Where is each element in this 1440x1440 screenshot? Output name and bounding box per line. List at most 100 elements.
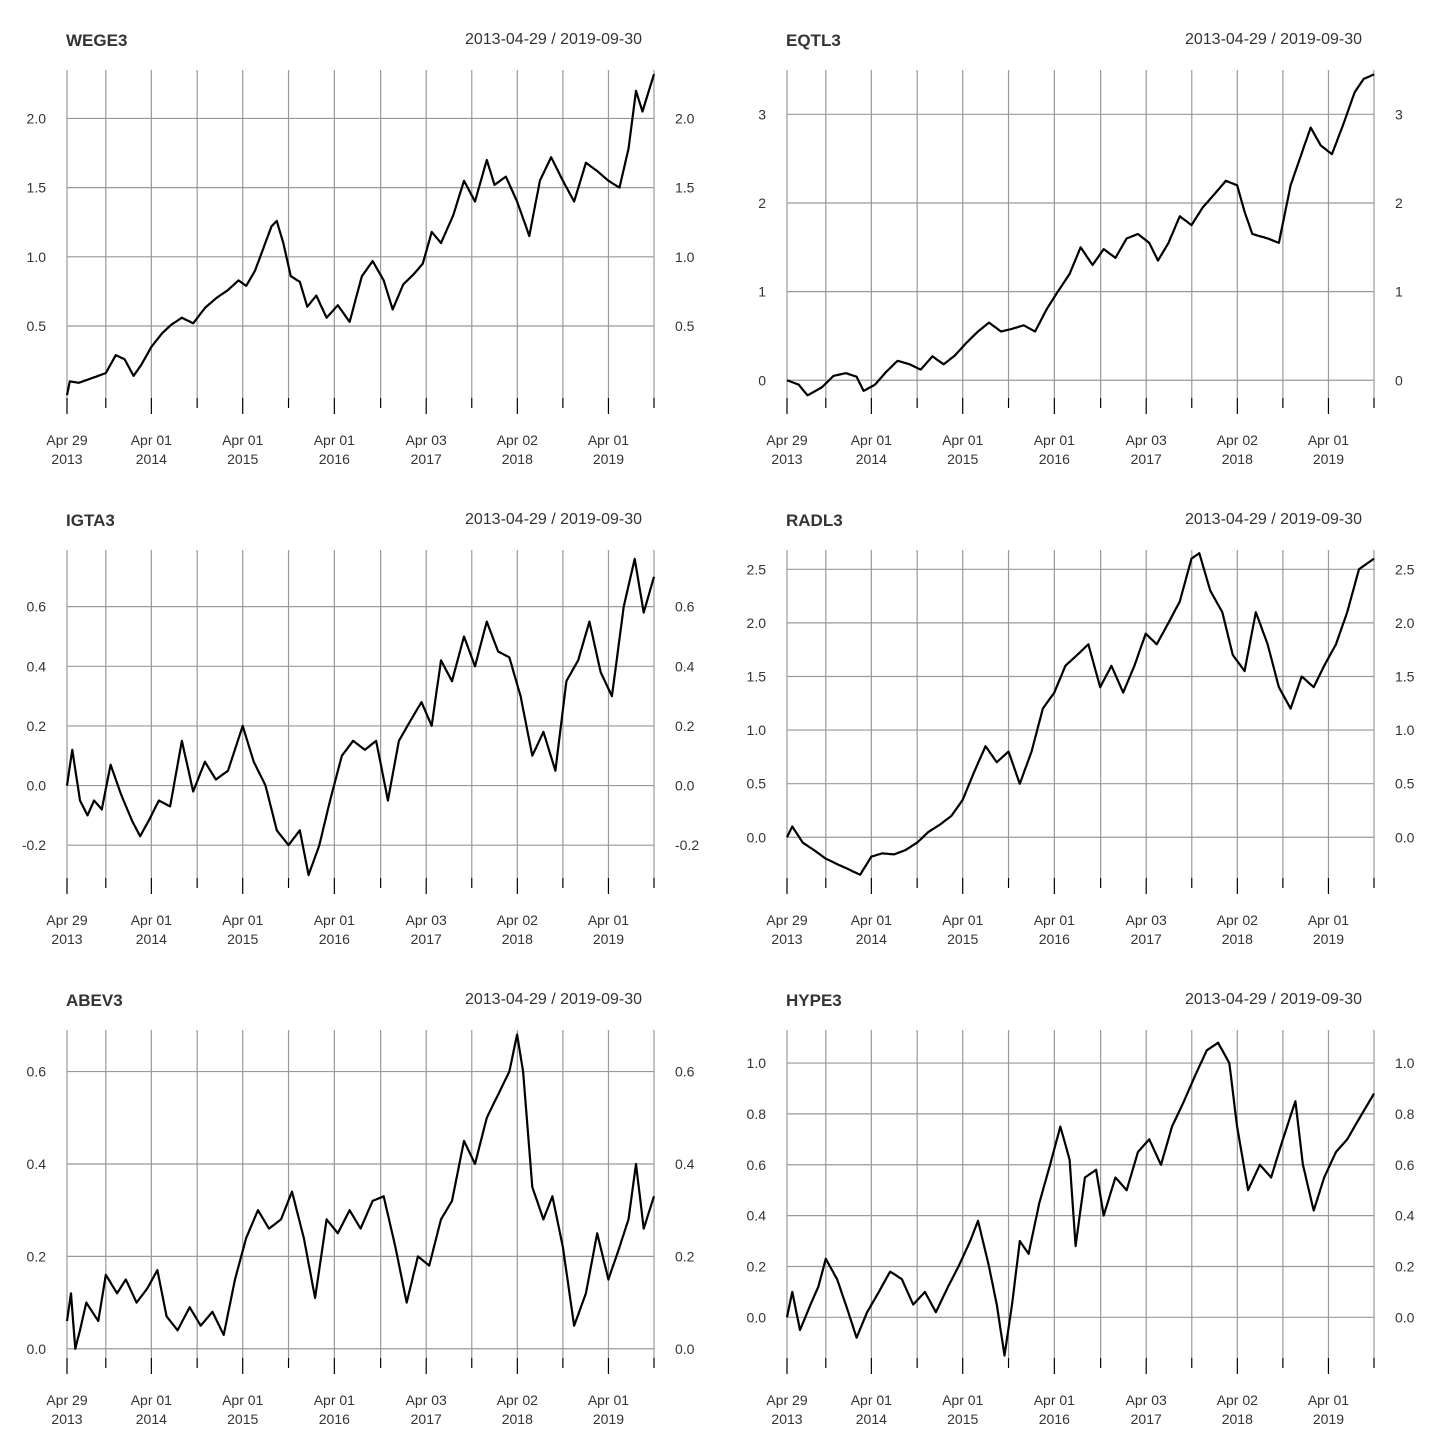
y-tick-label: 1.0 — [1395, 722, 1415, 738]
x-tick-label: Apr 01 2019 — [1308, 432, 1349, 467]
y-tick-label: 3 — [758, 106, 766, 122]
x-tick-label: Apr 29 2013 — [766, 912, 807, 947]
y-tick-label: 0.4 — [27, 1156, 47, 1172]
y-tick-label: 0.0 — [675, 1341, 695, 1357]
y-tick-label: 1.5 — [27, 180, 47, 196]
chart-panel-abev3: 0.0 0.0 0.2 0.2 0.4 0.4 0.6 0.6 Apr 29 2013 Apr 01… — [0, 960, 720, 1440]
x-tick-label: Apr 01 2014 — [131, 912, 172, 947]
y-tick-label: 0.6 — [675, 599, 695, 615]
y-tick-label: 0.4 — [675, 1156, 695, 1172]
y-tick-label: 1.5 — [1395, 668, 1415, 684]
y-tick-label: 2.0 — [1395, 615, 1415, 631]
series-line — [65, 73, 656, 396]
chart-title: EQTL3 — [786, 31, 841, 50]
chart-svg-radl3: 0.0 0.0 0.5 0.5 1.0 1.0 1.5 1.5 2.0 2.0 2.5 2.5 Apr … — [747, 550, 1415, 947]
x-tick-label: Apr 01 2016 — [314, 1392, 355, 1427]
x-tick-label: Apr 29 2013 — [766, 432, 807, 467]
y-tick-label: 1 — [758, 284, 766, 300]
x-tick-label: Apr 01 2016 — [1034, 1392, 1075, 1427]
x-tick-label: Apr 01 2015 — [222, 432, 263, 467]
y-tick-label: 0.6 — [747, 1157, 767, 1173]
y-tick-label: 2.0 — [675, 110, 695, 126]
y-tick-label: -0.2 — [22, 837, 46, 853]
y-tick-label: 0.5 — [747, 776, 767, 792]
y-tick-label: 2 — [1395, 195, 1403, 211]
y-tick-label: 2 — [758, 195, 766, 211]
chart-svg-abev3: 0.0 0.0 0.2 0.2 0.4 0.4 0.6 0.6 Apr 29 2013 Apr 01… — [27, 1030, 695, 1427]
x-tick-label: Apr 29 2013 — [46, 1392, 87, 1427]
x-tick-label: Apr 01 2019 — [1308, 1392, 1349, 1427]
y-tick-label: 0.0 — [675, 778, 695, 794]
chart-panel-radl3: 0.0 0.0 0.5 0.5 1.0 1.0 1.5 1.5 2.0 2.0 2.5 2.5 Apr … — [720, 480, 1440, 960]
chart-date-range: 2013-04-29 / 2019-09-30 — [1184, 991, 1362, 1008]
series-line — [786, 73, 1375, 397]
y-tick-label: 0.2 — [675, 718, 695, 734]
x-tick-label: Apr 02 2018 — [497, 432, 538, 467]
chart-panel-hype3: 0.0 0.0 0.2 0.2 0.4 0.4 0.6 0.6 0.8 0.8 1.0 1.0 Apr … — [720, 960, 1440, 1440]
chart-date-range: 2013-04-29 / 2019-09-30 — [464, 991, 642, 1008]
y-tick-label: 0.0 — [27, 778, 47, 794]
y-tick-label: 0.0 — [747, 1309, 767, 1325]
y-tick-label: 0 — [1395, 372, 1403, 388]
y-tick-label: 0.4 — [675, 658, 695, 674]
y-tick-label: 0.8 — [747, 1106, 767, 1122]
x-tick-label: Apr 01 2019 — [1308, 912, 1349, 947]
y-tick-label: 1.0 — [675, 249, 695, 265]
x-tick-label: Apr 03 2017 — [1126, 432, 1167, 467]
series-line — [65, 557, 656, 877]
x-tick-label: Apr 01 2019 — [588, 432, 629, 467]
y-tick-label: 0.6 — [27, 599, 47, 615]
chart-svg-hype3: 0.0 0.0 0.2 0.2 0.4 0.4 0.6 0.6 0.8 0.8 1.0 1.0 Apr … — [747, 1030, 1415, 1427]
y-tick-label: 0.0 — [1395, 829, 1415, 845]
y-tick-label: 0.0 — [27, 1341, 47, 1357]
y-tick-label: 2.5 — [747, 561, 767, 577]
y-tick-label: 0.4 — [1395, 1208, 1415, 1224]
x-tick-label: Apr 03 2017 — [1126, 1392, 1167, 1427]
chart-title: RADL3 — [786, 511, 843, 530]
chart-title: IGTA3 — [66, 511, 115, 530]
y-tick-label: 0 — [758, 372, 766, 388]
x-tick-label: Apr 02 2018 — [497, 1392, 538, 1427]
x-tick-label: Apr 01 2016 — [314, 432, 355, 467]
x-tick-label: Apr 29 2013 — [766, 1392, 807, 1427]
chart-title: HYPE3 — [786, 991, 842, 1010]
chart-title: WEGE3 — [66, 31, 128, 50]
y-tick-label: 0.0 — [1395, 1309, 1415, 1325]
x-tick-label: Apr 01 2016 — [1034, 432, 1075, 467]
y-tick-label: 1.0 — [747, 1055, 767, 1071]
x-tick-label: Apr 01 2015 — [942, 1392, 983, 1427]
chart-svg-eqtl3: 0 0 1 1 2 2 3 3 Apr 29 2013 Apr 01 2014 Apr 01 2015 Ap… — [758, 70, 1403, 467]
x-tick-label: Apr 29 2013 — [46, 432, 87, 467]
x-tick-label: Apr 02 2018 — [1217, 1392, 1258, 1427]
y-tick-label: 0.6 — [675, 1064, 695, 1080]
x-tick-label: Apr 01 2015 — [222, 912, 263, 947]
chart-date-range: 2013-04-29 / 2019-09-30 — [1184, 511, 1362, 528]
y-tick-label: 0.2 — [747, 1258, 767, 1274]
x-tick-label: Apr 01 2016 — [314, 912, 355, 947]
y-tick-label: 3 — [1395, 106, 1403, 122]
y-tick-label: 0.0 — [747, 829, 767, 845]
series-line — [65, 1033, 656, 1350]
chart-date-range: 2013-04-29 / 2019-09-30 — [464, 31, 642, 48]
y-tick-label: 0.4 — [27, 658, 47, 674]
x-tick-label: Apr 01 2014 — [131, 1392, 172, 1427]
chart-svg-wege3: 0.5 0.5 1.0 1.0 1.5 1.5 2.0 2.0 Apr 29 2013 Apr 01… — [27, 70, 695, 467]
y-tick-label: 0.2 — [1395, 1258, 1415, 1274]
x-tick-label: Apr 29 2013 — [46, 912, 87, 947]
x-tick-label: Apr 01 2016 — [1034, 912, 1075, 947]
y-tick-label: 0.2 — [675, 1248, 695, 1264]
y-tick-label: 1 — [1395, 284, 1403, 300]
x-tick-label: Apr 03 2017 — [1126, 912, 1167, 947]
x-tick-label: Apr 01 2015 — [942, 432, 983, 467]
x-tick-label: Apr 01 2014 — [851, 432, 892, 467]
y-tick-label: 0.4 — [747, 1208, 767, 1224]
y-tick-label: 2.0 — [747, 615, 767, 631]
chart-date-range: 2013-04-29 / 2019-09-30 — [464, 511, 642, 528]
x-tick-label: Apr 01 2019 — [588, 1392, 629, 1427]
y-tick-label: 1.5 — [747, 668, 767, 684]
x-tick-label: Apr 02 2018 — [497, 912, 538, 947]
x-tick-label: Apr 02 2018 — [1217, 432, 1258, 467]
y-tick-label: 0.5 — [1395, 776, 1415, 792]
y-tick-label: 0.5 — [27, 318, 47, 334]
y-tick-label: 0.6 — [27, 1064, 47, 1080]
